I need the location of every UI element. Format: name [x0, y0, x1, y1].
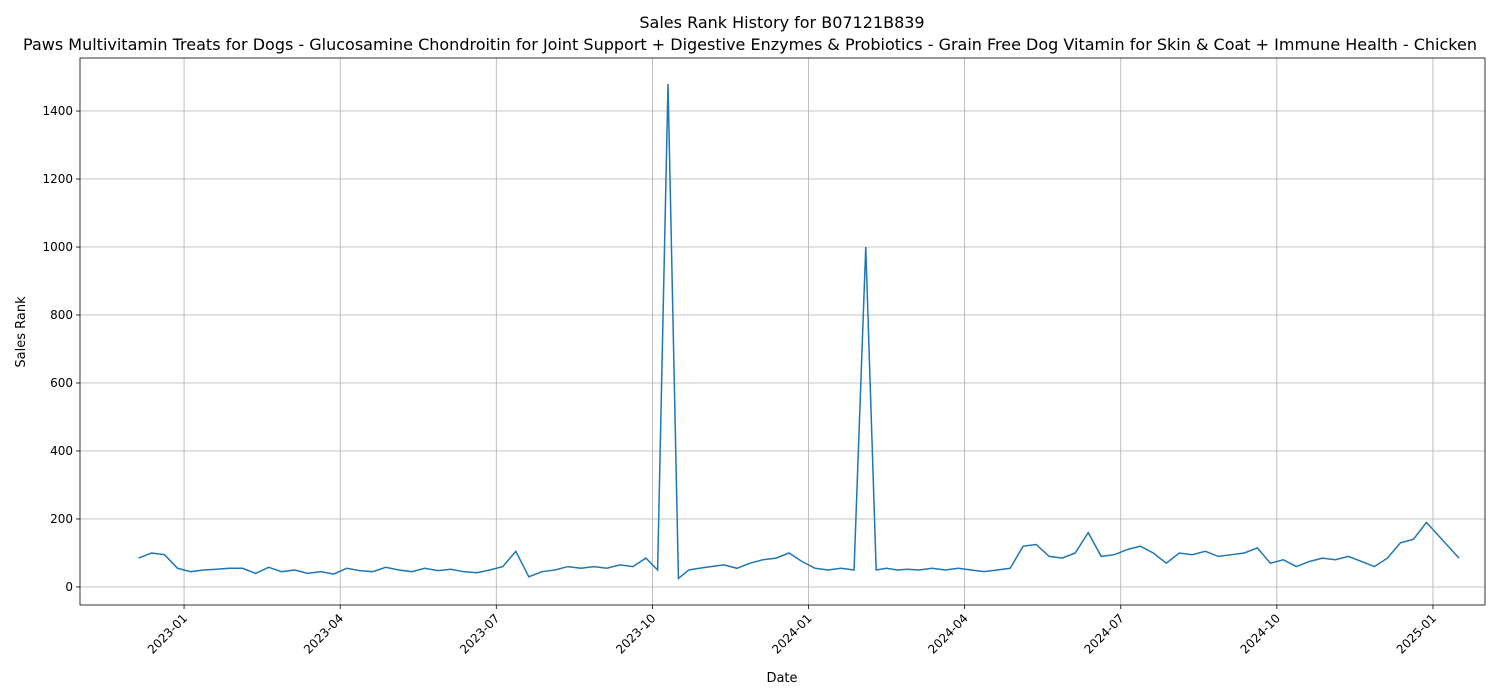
x-tick-label: 2023-04	[301, 611, 346, 656]
x-tick-label: 2024-07	[1082, 611, 1127, 656]
x-tick-label: 2024-04	[925, 611, 970, 656]
x-axis-label: Date	[766, 671, 797, 686]
y-tick-label: 800	[50, 308, 73, 322]
y-tick-label: 1400	[42, 104, 73, 118]
x-tick-label: 2024-10	[1238, 611, 1283, 656]
chart-subtitle: Paws Multivitamin Treats for Dogs - Gluc…	[23, 35, 1477, 54]
y-tick-label: 400	[50, 444, 73, 458]
y-tick-label: 200	[50, 512, 73, 526]
y-axis-label: Sales Rank	[14, 296, 29, 368]
data-line	[138, 83, 1460, 581]
x-tick-label: 2024-01	[769, 611, 814, 656]
x-tick-label: 2023-01	[145, 611, 190, 656]
y-tick-label: 0	[65, 580, 73, 594]
y-tick-label: 1000	[42, 240, 73, 254]
x-tick-label: 2023-07	[457, 611, 502, 656]
x-tick-label: 2025-01	[1394, 611, 1439, 656]
y-tick-label: 600	[50, 376, 73, 390]
plot-frame	[79, 57, 1486, 606]
x-tick-label: 2023-10	[613, 611, 658, 656]
chart-title: Sales Rank History for B07121B839	[639, 13, 924, 32]
y-tick-label: 1200	[42, 172, 73, 186]
